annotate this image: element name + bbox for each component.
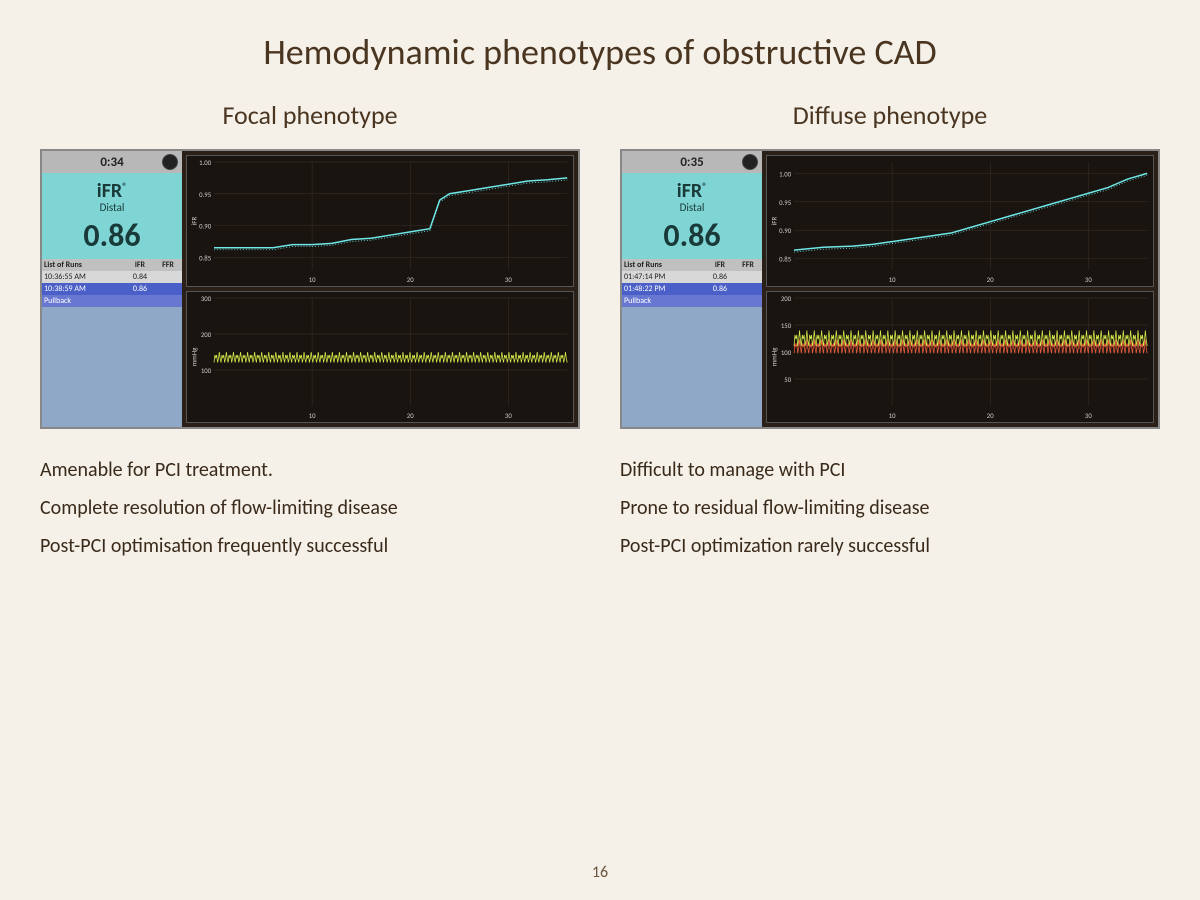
left-side-panel: 0:34 iFR® Distal 0.86 List of Runs iFR F… <box>42 151 182 427</box>
svg-text:150: 150 <box>781 321 792 330</box>
columns: Focal phenotype 0:34 iFR® Distal 0.86 Li… <box>40 99 1160 565</box>
panel-spacer <box>622 307 762 427</box>
ifr-label: iFR® <box>46 179 178 203</box>
ifr-value: 0.86 <box>46 216 178 255</box>
svg-text:30: 30 <box>1085 275 1092 284</box>
svg-text:30: 30 <box>505 411 512 420</box>
left-device-screenshot: 0:34 iFR® Distal 0.86 List of Runs iFR F… <box>40 149 580 429</box>
svg-text:200: 200 <box>201 330 212 339</box>
left-column: Focal phenotype 0:34 iFR® Distal 0.86 Li… <box>40 99 580 565</box>
table-row[interactable]: Pullback <box>42 295 182 307</box>
svg-text:50: 50 <box>784 375 791 384</box>
right-subtitle: Diffuse phenotype <box>620 99 1160 131</box>
slide: Hemodynamic phenotypes of obstructive CA… <box>0 0 1200 900</box>
ifr-value: 0.86 <box>626 216 758 255</box>
svg-text:iFR: iFR <box>190 216 199 225</box>
runs-table: List of Runs iFR FFR 10:36:55 AM0.8410:3… <box>42 259 182 307</box>
timer-bar: 0:35 <box>622 151 762 173</box>
svg-text:0.95: 0.95 <box>779 198 791 207</box>
bullet-text: Difficult to manage with PCI <box>620 451 1160 489</box>
distal-label: Distal <box>46 201 178 214</box>
bullet-text: Post-PCI optimization rarely successful <box>620 527 1160 565</box>
right-charts: 0.85 0.90 0.95 1.00 10 20 30 iFR 50 100 150 200 10 2… <box>762 151 1158 427</box>
distal-label: Distal <box>626 201 758 214</box>
record-icon <box>162 154 178 170</box>
pressure-waveform-chart: 50 100 150 200 10 20 30 mmHg <box>766 291 1154 423</box>
table-row[interactable]: Pullback <box>622 295 762 307</box>
ifr-pullback-chart: 0.85 0.90 0.95 1.00 10 20 30 iFR <box>766 155 1154 287</box>
timer-value: 0:35 <box>680 155 703 170</box>
page-number: 16 <box>592 863 608 882</box>
ifr-pullback-chart: 0.85 0.90 0.95 1.00 10 20 30 iFR <box>186 155 574 287</box>
svg-text:300: 300 <box>201 294 212 303</box>
record-icon <box>742 154 758 170</box>
right-bullets: Difficult to manage with PCIProne to res… <box>620 451 1160 565</box>
bullet-text: Post-PCI optimisation frequently success… <box>40 527 580 565</box>
bullet-text: Complete resolution of flow-limiting dis… <box>40 489 580 527</box>
svg-text:30: 30 <box>505 275 512 284</box>
svg-text:mmHg: mmHg <box>190 347 199 367</box>
table-row[interactable]: 10:38:59 AM0.86 <box>42 283 182 295</box>
table-row[interactable]: 01:47:14 PM0.86 <box>622 271 762 283</box>
runs-table: List of Runs iFR FFR 01:47:14 PM0.8601:4… <box>622 259 762 307</box>
table-row[interactable]: 01:48:22 PM0.86 <box>622 283 762 295</box>
svg-text:10: 10 <box>889 411 896 420</box>
slide-title: Hemodynamic phenotypes of obstructive CA… <box>40 30 1160 74</box>
svg-text:iFR: iFR <box>770 216 779 225</box>
svg-text:0.90: 0.90 <box>199 221 211 230</box>
svg-text:1.00: 1.00 <box>199 158 211 167</box>
svg-text:0.90: 0.90 <box>779 226 791 235</box>
svg-text:100: 100 <box>201 366 212 375</box>
svg-text:200: 200 <box>781 294 792 303</box>
svg-text:30: 30 <box>1085 411 1092 420</box>
right-side-panel: 0:35 iFR® Distal 0.86 List of Runs iFR F… <box>622 151 762 427</box>
ifr-label: iFR® <box>626 179 758 203</box>
svg-text:10: 10 <box>889 275 896 284</box>
svg-text:0.85: 0.85 <box>199 253 211 262</box>
left-subtitle: Focal phenotype <box>40 99 580 131</box>
ifr-readout-box: iFR® Distal 0.86 <box>622 173 762 259</box>
table-row[interactable]: 10:36:55 AM0.84 <box>42 271 182 283</box>
bullet-text: Amenable for PCI treatment. <box>40 451 580 489</box>
pressure-waveform-chart: 100 200 300 10 20 30 mmHg <box>186 291 574 423</box>
timer-value: 0:34 <box>100 155 123 170</box>
panel-spacer <box>42 307 182 427</box>
svg-text:1.00: 1.00 <box>779 169 791 178</box>
svg-text:10: 10 <box>309 411 316 420</box>
ifr-readout-box: iFR® Distal 0.86 <box>42 173 182 259</box>
svg-text:20: 20 <box>407 275 414 284</box>
timer-bar: 0:34 <box>42 151 182 173</box>
runs-header: List of Runs iFR FFR <box>622 259 762 271</box>
left-charts: 0.85 0.90 0.95 1.00 10 20 30 iFR 100 200 300 10 20 3… <box>182 151 578 427</box>
right-column: Diffuse phenotype 0:35 iFR® Distal 0.86 … <box>620 99 1160 565</box>
svg-text:0.95: 0.95 <box>199 190 211 199</box>
right-device-screenshot: 0:35 iFR® Distal 0.86 List of Runs iFR F… <box>620 149 1160 429</box>
svg-text:100: 100 <box>781 348 792 357</box>
runs-header: List of Runs iFR FFR <box>42 259 182 271</box>
svg-text:mmHg: mmHg <box>770 347 779 367</box>
svg-text:20: 20 <box>407 411 414 420</box>
left-bullets: Amenable for PCI treatment.Complete reso… <box>40 451 580 565</box>
svg-text:0.85: 0.85 <box>779 255 791 264</box>
svg-text:20: 20 <box>987 411 994 420</box>
svg-text:10: 10 <box>309 275 316 284</box>
bullet-text: Prone to residual flow-limiting disease <box>620 489 1160 527</box>
svg-text:20: 20 <box>987 275 994 284</box>
